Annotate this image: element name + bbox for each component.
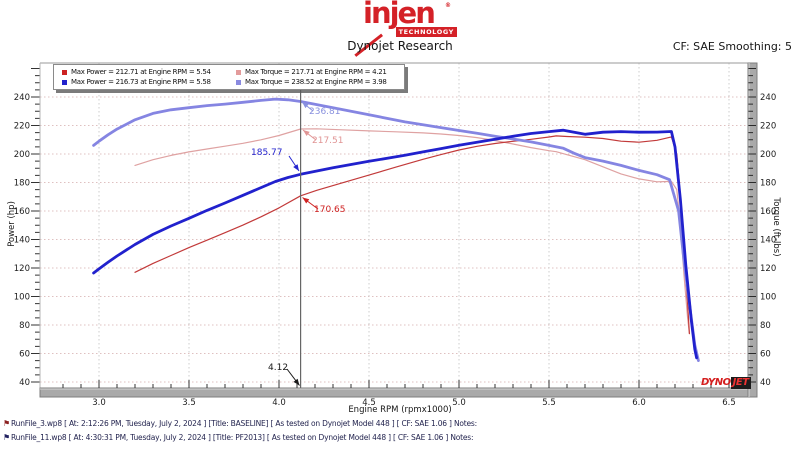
injen-logo: injen ® TECHNOLOGY <box>341 0 459 57</box>
torque-tick-label: 120 <box>760 264 776 274</box>
legend-swatch <box>236 69 241 75</box>
legend-swatch <box>62 79 67 85</box>
page-title: Dynojet Research <box>347 39 453 53</box>
legend-label: Max Torque = 238.52 at Engine RPM = 3.98 <box>245 78 387 86</box>
annotation-value: 236.81 <box>309 107 341 117</box>
curve-baseline-torque-ft-lbs <box>134 128 691 335</box>
torque-tick-label: 220 <box>760 122 776 132</box>
run-file-line: ⚑RunFile_11.wp8 [ At: 4:30:31 PM, Tuesda… <box>3 433 793 442</box>
x-tick-label: 3.5 <box>182 398 196 408</box>
legend-label: Max Power = 216.73 at Engine RPM = 5.58 <box>71 78 211 86</box>
annotation-arrowhead <box>302 102 309 109</box>
annotations: 236.81 217.51 185.77 170.65 4.12 <box>251 101 346 386</box>
legend-item: Max Power = 212.71 at Engine RPM = 5.54 <box>62 67 236 77</box>
legend-item: Max Power = 216.73 at Engine RPM = 5.58 <box>62 77 236 87</box>
x-tick-label: 4.5 <box>362 398 376 408</box>
annotation-arrowhead <box>293 378 300 386</box>
logo-brand-text: injen <box>363 0 436 30</box>
smoothing-label: CF: SAE Smoothing: 5 <box>672 40 792 53</box>
power-tick-label: 80 <box>19 321 30 331</box>
dynojet-watermark-dyno: DYNO <box>701 377 731 388</box>
power-tick-label: 140 <box>14 236 30 246</box>
annotation-value: 217.51 <box>312 136 344 146</box>
curve-pf2013-torque-ft-lbs <box>92 97 700 363</box>
y-axis-title-torque: Torque (ft-lbs) <box>771 197 781 257</box>
power-tick-label: 120 <box>14 264 30 274</box>
power-tick-label: 200 <box>14 150 30 160</box>
annotation-arrowhead <box>293 164 299 171</box>
torque-tick-label: 160 <box>760 207 776 217</box>
legend-swatch <box>236 79 241 85</box>
x-tick-label: 6.5 <box>722 398 736 408</box>
torque-tick-label: 140 <box>760 236 776 246</box>
curve-pf2013-power-hp <box>92 128 698 360</box>
registered-mark-icon: ® <box>445 2 451 9</box>
annotation-value: 4.12 <box>268 363 288 373</box>
x-tick-label: 3.0 <box>92 398 106 408</box>
gridlines <box>40 63 748 388</box>
x-tick-label: 6.0 <box>632 398 646 408</box>
curve-baseline-power-hp <box>134 135 691 335</box>
dynojet-watermark: DYNO JET <box>701 377 751 389</box>
power-tick-label: 100 <box>14 293 30 303</box>
run-flag-icon: ⚑ <box>3 433 10 442</box>
y-axis-ruler <box>747 62 758 398</box>
power-tick-label: 160 <box>14 207 30 217</box>
power-tick-label: 220 <box>14 122 30 132</box>
y-axis-title-power: Power (hp) <box>7 201 17 247</box>
annotation-arrowhead <box>302 197 310 204</box>
legend-swatch <box>62 69 67 75</box>
axis-tick-labels: 3.0 3.5 4.0 4.5 5.0 5.5 6.0 6.5 40 40 60 60 80 80 100 1… <box>14 93 776 408</box>
torque-tick-label: 180 <box>760 179 776 189</box>
x-tick-label: 5.5 <box>542 398 556 408</box>
power-tick-label: 60 <box>19 350 30 360</box>
legend-label: Max Power = 212.71 at Engine RPM = 5.54 <box>71 68 211 76</box>
run-file-text: RunFile_3.wp8 [ At: 2:12:26 PM, Tuesday,… <box>10 419 477 428</box>
torque-tick-label: 60 <box>760 350 771 360</box>
annotation-value: 170.65 <box>314 205 346 215</box>
legend-box: Max Power = 212.71 at Engine RPM = 5.54 M… <box>53 64 405 90</box>
legend-item: Max Torque = 238.52 at Engine RPM = 3.98 <box>236 77 404 87</box>
legend-label: Max Torque = 217.71 at Engine RPM = 4.21 <box>245 68 387 76</box>
torque-tick-label: 80 <box>760 321 771 331</box>
legend-item: Max Torque = 217.71 at Engine RPM = 4.21 <box>236 67 404 77</box>
x-axis-title: Engine RPM (rpmx1000) <box>348 405 452 415</box>
torque-tick-label: 40 <box>760 378 771 388</box>
run-file-line: ⚑RunFile_3.wp8 [ At: 2:12:26 PM, Tuesday… <box>3 419 793 428</box>
power-tick-label: 40 <box>19 378 30 388</box>
power-tick-label: 240 <box>14 93 30 103</box>
axis-ticks <box>31 68 756 388</box>
plot-frame <box>39 62 758 398</box>
curves <box>92 97 700 363</box>
dynojet-watermark-jet: JET <box>730 377 751 389</box>
logo-technology-text: TECHNOLOGY <box>395 27 457 37</box>
torque-tick-label: 240 <box>760 93 776 103</box>
torque-tick-label: 200 <box>760 150 776 160</box>
run-flag-icon: ⚑ <box>3 419 10 428</box>
annotation-value: 185.77 <box>251 148 283 158</box>
annotation-arrowhead <box>303 130 310 136</box>
run-file-text: RunFile_11.wp8 [ At: 4:30:31 PM, Tuesday… <box>10 433 474 442</box>
power-tick-label: 180 <box>14 179 30 189</box>
x-tick-label: 4.0 <box>272 398 286 408</box>
torque-tick-label: 100 <box>760 293 776 303</box>
x-tick-label: 5.0 <box>452 398 466 408</box>
